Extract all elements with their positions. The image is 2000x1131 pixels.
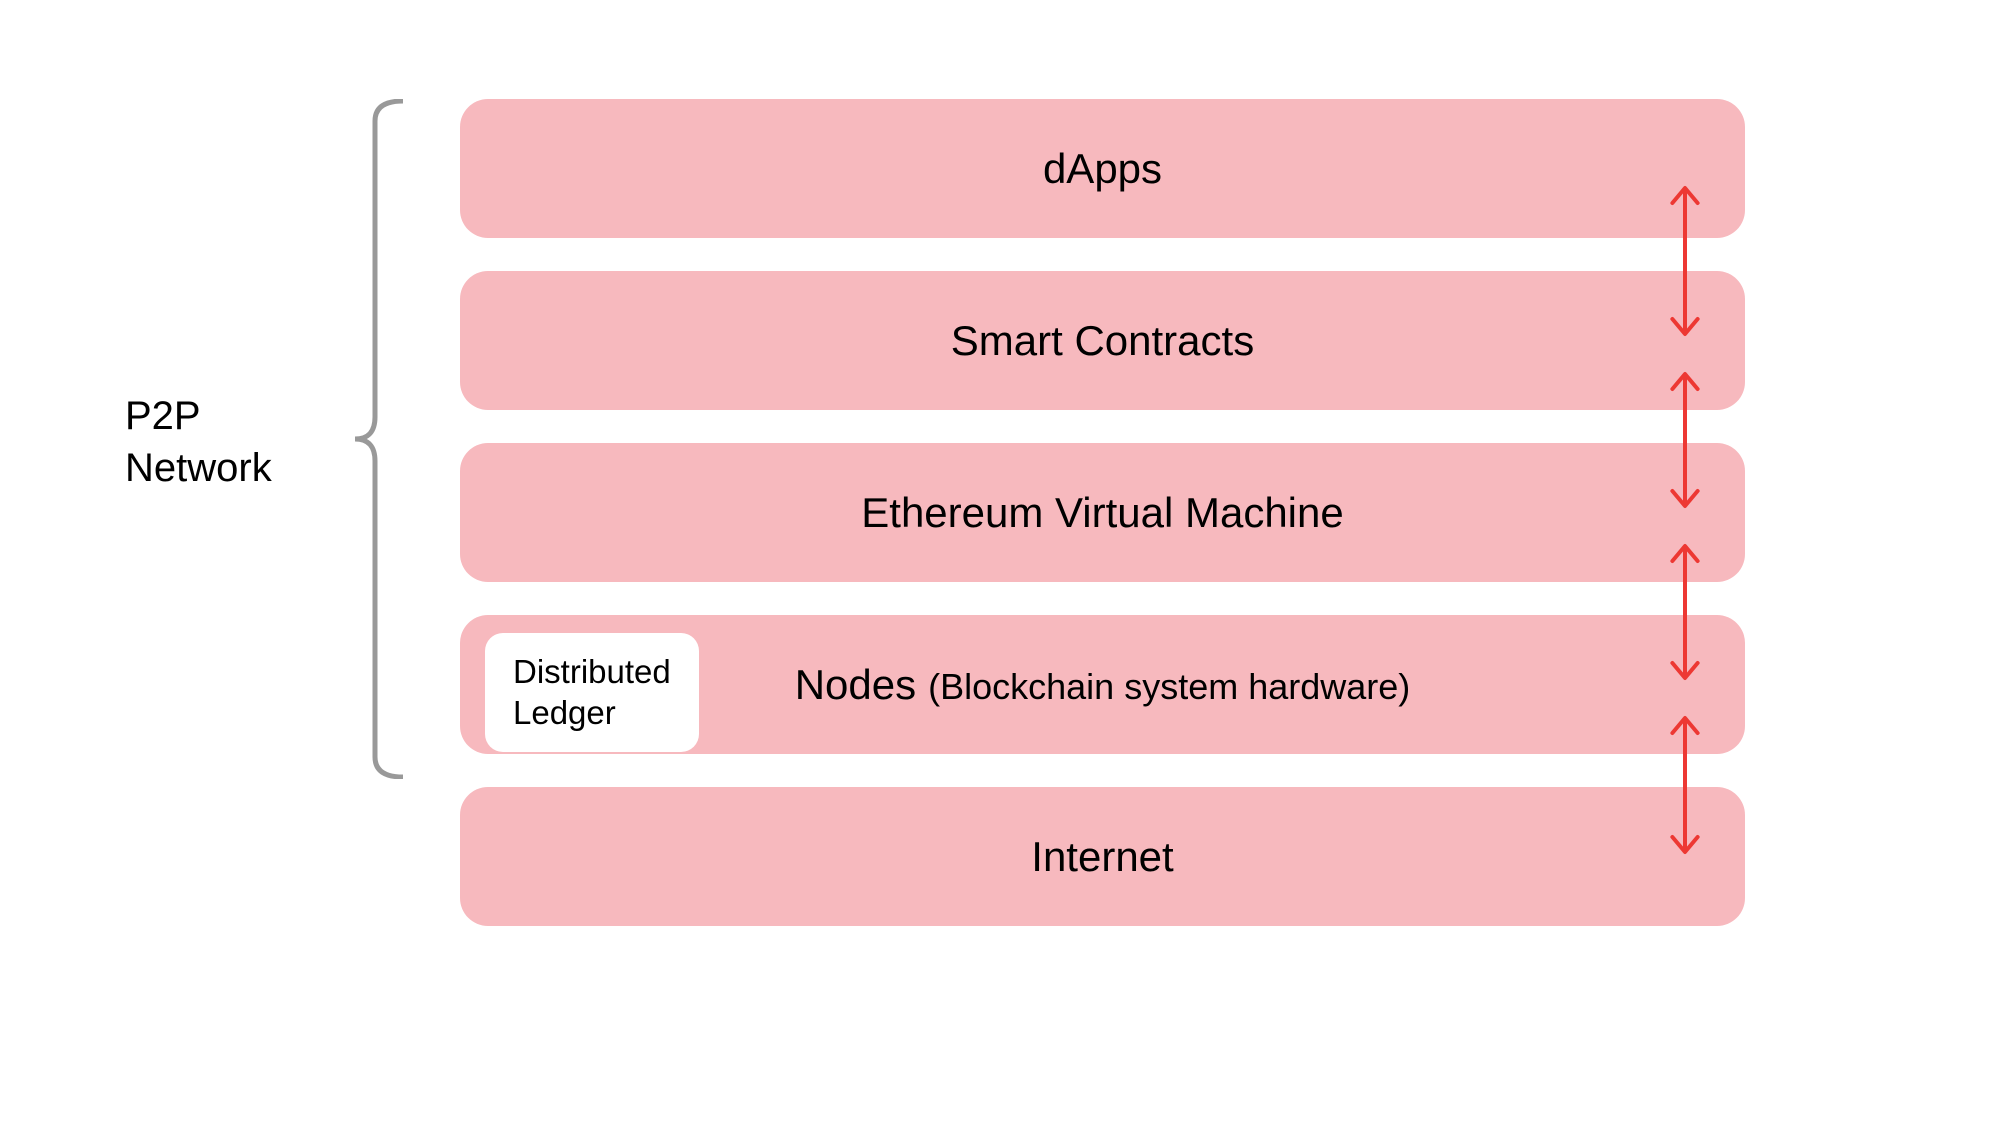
layer-2: Ethereum Virtual Machine xyxy=(460,443,1745,582)
layer-title: Internet xyxy=(1031,833,1173,881)
side-label-line1: P2P xyxy=(125,390,272,442)
layer-0: dApps xyxy=(460,99,1745,238)
inset-box: DistributedLedger xyxy=(485,633,699,752)
layer-4: Internet xyxy=(460,787,1745,926)
brace-icon xyxy=(353,99,403,779)
layer-title: Ethereum Virtual Machine xyxy=(861,489,1343,537)
layer-title: Smart Contracts xyxy=(951,317,1254,365)
layers-stack: dApps Smart Contracts Ethereum Virtual Mac… xyxy=(460,99,1745,926)
double-arrow-icon xyxy=(1660,715,1710,855)
layer-3: DistributedLedger Nodes (Blockchain system… xyxy=(460,615,1745,754)
layer-1: Smart Contracts xyxy=(460,271,1745,410)
double-arrow-icon xyxy=(1660,371,1710,509)
double-arrow-icon xyxy=(1660,185,1710,337)
diagram-container: P2P Network dApps Smart Contracts Ethereum… xyxy=(0,0,2000,1131)
layer-title: Nodes xyxy=(795,661,916,709)
side-label-line2: Network xyxy=(125,442,272,494)
inset-line2: Ledger xyxy=(513,692,671,733)
layer-subtitle: (Blockchain system hardware) xyxy=(928,666,1410,708)
double-arrow-icon xyxy=(1660,543,1710,681)
layer-title-row: Nodes (Blockchain system hardware) xyxy=(795,661,1411,709)
inset-line1: Distributed xyxy=(513,651,671,692)
side-label: P2P Network xyxy=(125,390,272,494)
arrows-container xyxy=(1660,185,1710,865)
layer-title: dApps xyxy=(1043,145,1162,193)
